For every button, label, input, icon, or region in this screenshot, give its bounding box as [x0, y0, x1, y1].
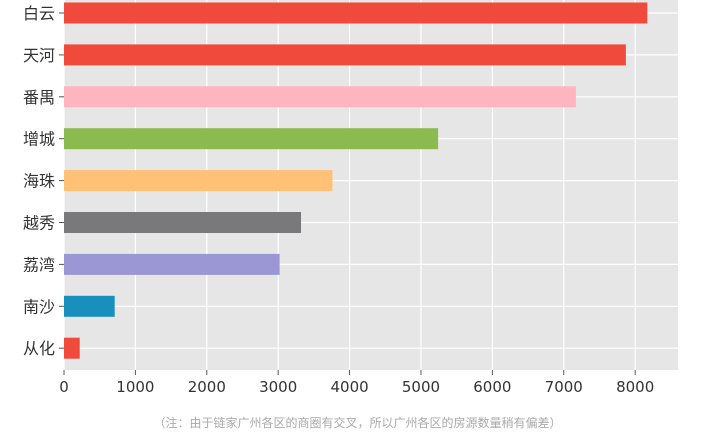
bar-4 — [64, 170, 333, 192]
x-tick-label: 3000 — [259, 378, 297, 396]
x-tick-label: 8000 — [616, 378, 654, 396]
bar-7 — [64, 295, 115, 317]
y-tick-label: 白云 — [23, 4, 55, 23]
x-tick-label: 0 — [59, 378, 69, 396]
y-tick-label: 海珠 — [23, 172, 55, 191]
y-tick-label: 越秀 — [23, 214, 55, 233]
x-tick-label: 1000 — [116, 378, 154, 396]
bar-0 — [64, 2, 648, 24]
bar-6 — [64, 253, 280, 275]
bar-8 — [64, 337, 80, 359]
bar-3 — [64, 128, 439, 150]
y-tick-label: 天河 — [23, 46, 55, 65]
x-tick-label: 2000 — [188, 378, 226, 396]
chart-footnote: （注：由于链家广州各区的商圈有交叉，所以广州各区的房源数量稍有偏差） — [153, 416, 562, 430]
x-tick-label: 4000 — [330, 378, 368, 396]
y-tick-label: 增城 — [23, 130, 55, 149]
y-tick-label: 从化 — [23, 339, 55, 358]
y-tick-label: 荔湾 — [23, 255, 55, 274]
bar-5 — [64, 212, 302, 233]
bar-2 — [64, 86, 576, 108]
x-tick-label: 7000 — [545, 378, 583, 396]
y-tick-label: 南沙 — [23, 297, 55, 316]
bar-1 — [64, 44, 626, 66]
x-tick-label: 6000 — [473, 378, 511, 396]
x-tick-label: 5000 — [402, 378, 440, 396]
y-tick-label: 番禺 — [23, 88, 55, 107]
